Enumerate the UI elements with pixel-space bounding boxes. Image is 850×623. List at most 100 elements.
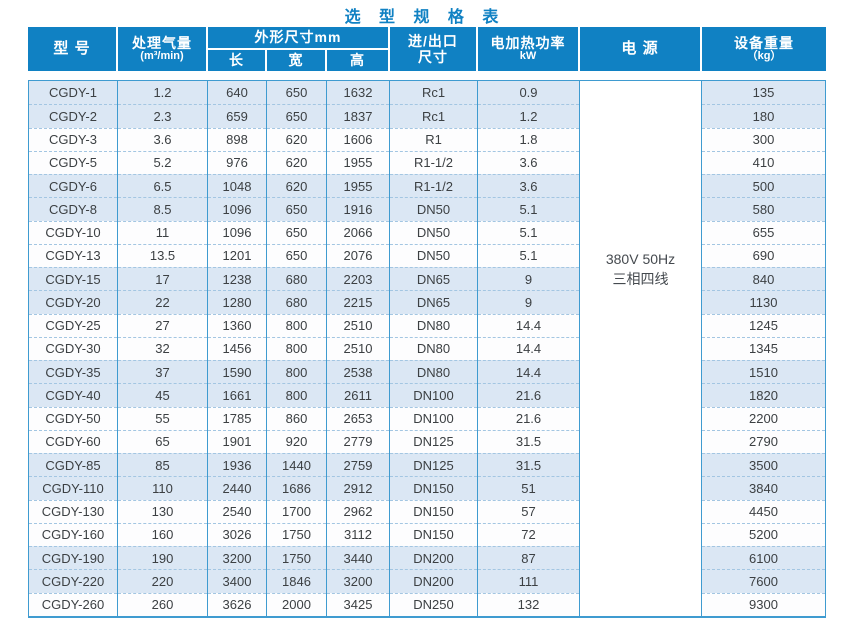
table-cell: 3440 [327, 546, 389, 570]
table-cell: 2510 [327, 313, 389, 337]
header-weight-unit: （kg） [746, 50, 782, 63]
table-cell: 3200 [208, 546, 266, 570]
table-cell: 1916 [327, 197, 389, 221]
table-cell: DN150 [390, 476, 477, 500]
table-cell: 1.8 [478, 127, 579, 151]
table-cell: 13.5 [118, 243, 207, 267]
header-height: 高 [327, 50, 390, 71]
table-cell: 72 [478, 522, 579, 546]
table-cell: 1510 [702, 360, 825, 384]
table-cell: CGDY-15 [29, 267, 117, 291]
table-cell: 180 [702, 104, 825, 128]
table-cell: 21.6 [478, 406, 579, 430]
table-cell: 32 [118, 336, 207, 360]
table-cell: CGDY-6 [29, 174, 117, 198]
table-cell: DN65 [390, 267, 477, 291]
table-cell: CGDY-25 [29, 313, 117, 337]
power-supply-text: 380V 50Hz 三相四线 [580, 81, 701, 289]
table-cell: 898 [208, 127, 266, 151]
table-body: CGDY-1 CGDY-2 CGDY-3 CGDY-5 CGDY-6 CGDY-8 CGDY… [28, 80, 826, 618]
table-cell: 1661 [208, 383, 266, 407]
table-cell: CGDY-10 [29, 220, 117, 244]
table-cell: 580 [702, 197, 825, 221]
table-cell: 37 [118, 360, 207, 384]
table-cell: CGDY-130 [29, 499, 117, 523]
table-cell: CGDY-50 [29, 406, 117, 430]
table-cell: 1048 [208, 174, 266, 198]
table-cell: CGDY-3 [29, 127, 117, 151]
power-supply-line: 三相四线 [612, 271, 669, 287]
table-cell: 110 [118, 476, 207, 500]
table-cell: 1606 [327, 127, 389, 151]
table-cell: DN50 [390, 220, 477, 244]
table-cell: 2.3 [118, 104, 207, 128]
table-cell: CGDY-13 [29, 243, 117, 267]
table-cell: 3200 [327, 569, 389, 593]
table-cell: CGDY-160 [29, 522, 117, 546]
table-cell: CGDY-8 [29, 197, 117, 221]
table-cell: CGDY-30 [29, 336, 117, 360]
table-column-height_mm: 1632 1837 1606 1955 1955 1916 2066 2076 2203 2215… [327, 81, 390, 616]
table-cell: 920 [267, 429, 326, 453]
table-cell: 220 [118, 569, 207, 593]
table-cell: 21.6 [478, 383, 579, 407]
table-column-width_mm: 650 650 620 620 620 650 650 650 680 680 800 800 800 8… [267, 81, 327, 616]
table-cell: 1750 [267, 546, 326, 570]
table-cell: 680 [267, 290, 326, 314]
table-cell: CGDY-60 [29, 429, 117, 453]
spec-table: 型 号 处理气量 (m³/min) 外形尺寸mm 长 宽 高 进/出口 尺寸 电… [28, 27, 826, 618]
table-cell: 1201 [208, 243, 266, 267]
table-cell: 1846 [267, 569, 326, 593]
table-cell: 1456 [208, 336, 266, 360]
table-cell: 1096 [208, 220, 266, 244]
table-cell: 2203 [327, 267, 389, 291]
header-model-label: 型 号 [53, 40, 91, 58]
table-cell: 690 [702, 243, 825, 267]
table-cell: DN80 [390, 313, 477, 337]
power-supply-cell: 380V 50Hz 三相四线 [580, 81, 702, 616]
table-cell: 976 [208, 150, 266, 174]
table-cell: CGDY-2 [29, 104, 117, 128]
table-cell: 2790 [702, 429, 825, 453]
table-cell: DN80 [390, 360, 477, 384]
table-cell: 0.9 [478, 81, 579, 105]
table-cell: 260 [118, 592, 207, 616]
table-cell: 2912 [327, 476, 389, 500]
table-cell: 2510 [327, 336, 389, 360]
table-cell: DN250 [390, 592, 477, 616]
table-cell: CGDY-260 [29, 592, 117, 616]
table-cell: 2440 [208, 476, 266, 500]
table-cell: Rc1 [390, 104, 477, 128]
table-cell: 1955 [327, 174, 389, 198]
table-cell: DN150 [390, 499, 477, 523]
table-cell: 1901 [208, 429, 266, 453]
header-heating-power-unit: kW [519, 50, 537, 63]
table-cell: 3840 [702, 476, 825, 500]
table-column-model: CGDY-1 CGDY-2 CGDY-3 CGDY-5 CGDY-6 CGDY-8 CGDY… [28, 81, 118, 616]
table-cell: 620 [267, 127, 326, 151]
table-cell: 655 [702, 220, 825, 244]
table-cell: 2611 [327, 383, 389, 407]
table-cell: 5.1 [478, 197, 579, 221]
header-model: 型 号 [28, 27, 118, 71]
table-cell: 1440 [267, 453, 326, 477]
table-header: 型 号 处理气量 (m³/min) 外形尺寸mm 长 宽 高 进/出口 尺寸 电… [28, 27, 826, 71]
table-cell: 1130 [702, 290, 825, 314]
table-cell: 650 [267, 104, 326, 128]
header-length-label: 长 [229, 52, 244, 69]
table-cell: 27 [118, 313, 207, 337]
table-cell: 300 [702, 127, 825, 151]
table-cell: R1-1/2 [390, 150, 477, 174]
table-column-air_volume_m3_min: 1.2 2.3 3.6 5.2 6.5 8.5 11 13.5 17 22 27 32 37 45 55 65… [118, 81, 208, 616]
table-cell: 640 [208, 81, 266, 105]
table-cell: 2076 [327, 243, 389, 267]
table-cell: 1280 [208, 290, 266, 314]
table-cell: 2540 [208, 499, 266, 523]
table-cell: 7600 [702, 569, 825, 593]
table-cell: 650 [267, 81, 326, 105]
table-cell: 132 [478, 592, 579, 616]
table-cell: 31.5 [478, 429, 579, 453]
table-cell: 659 [208, 104, 266, 128]
table-cell: 1245 [702, 313, 825, 337]
table-cell: DN80 [390, 336, 477, 360]
